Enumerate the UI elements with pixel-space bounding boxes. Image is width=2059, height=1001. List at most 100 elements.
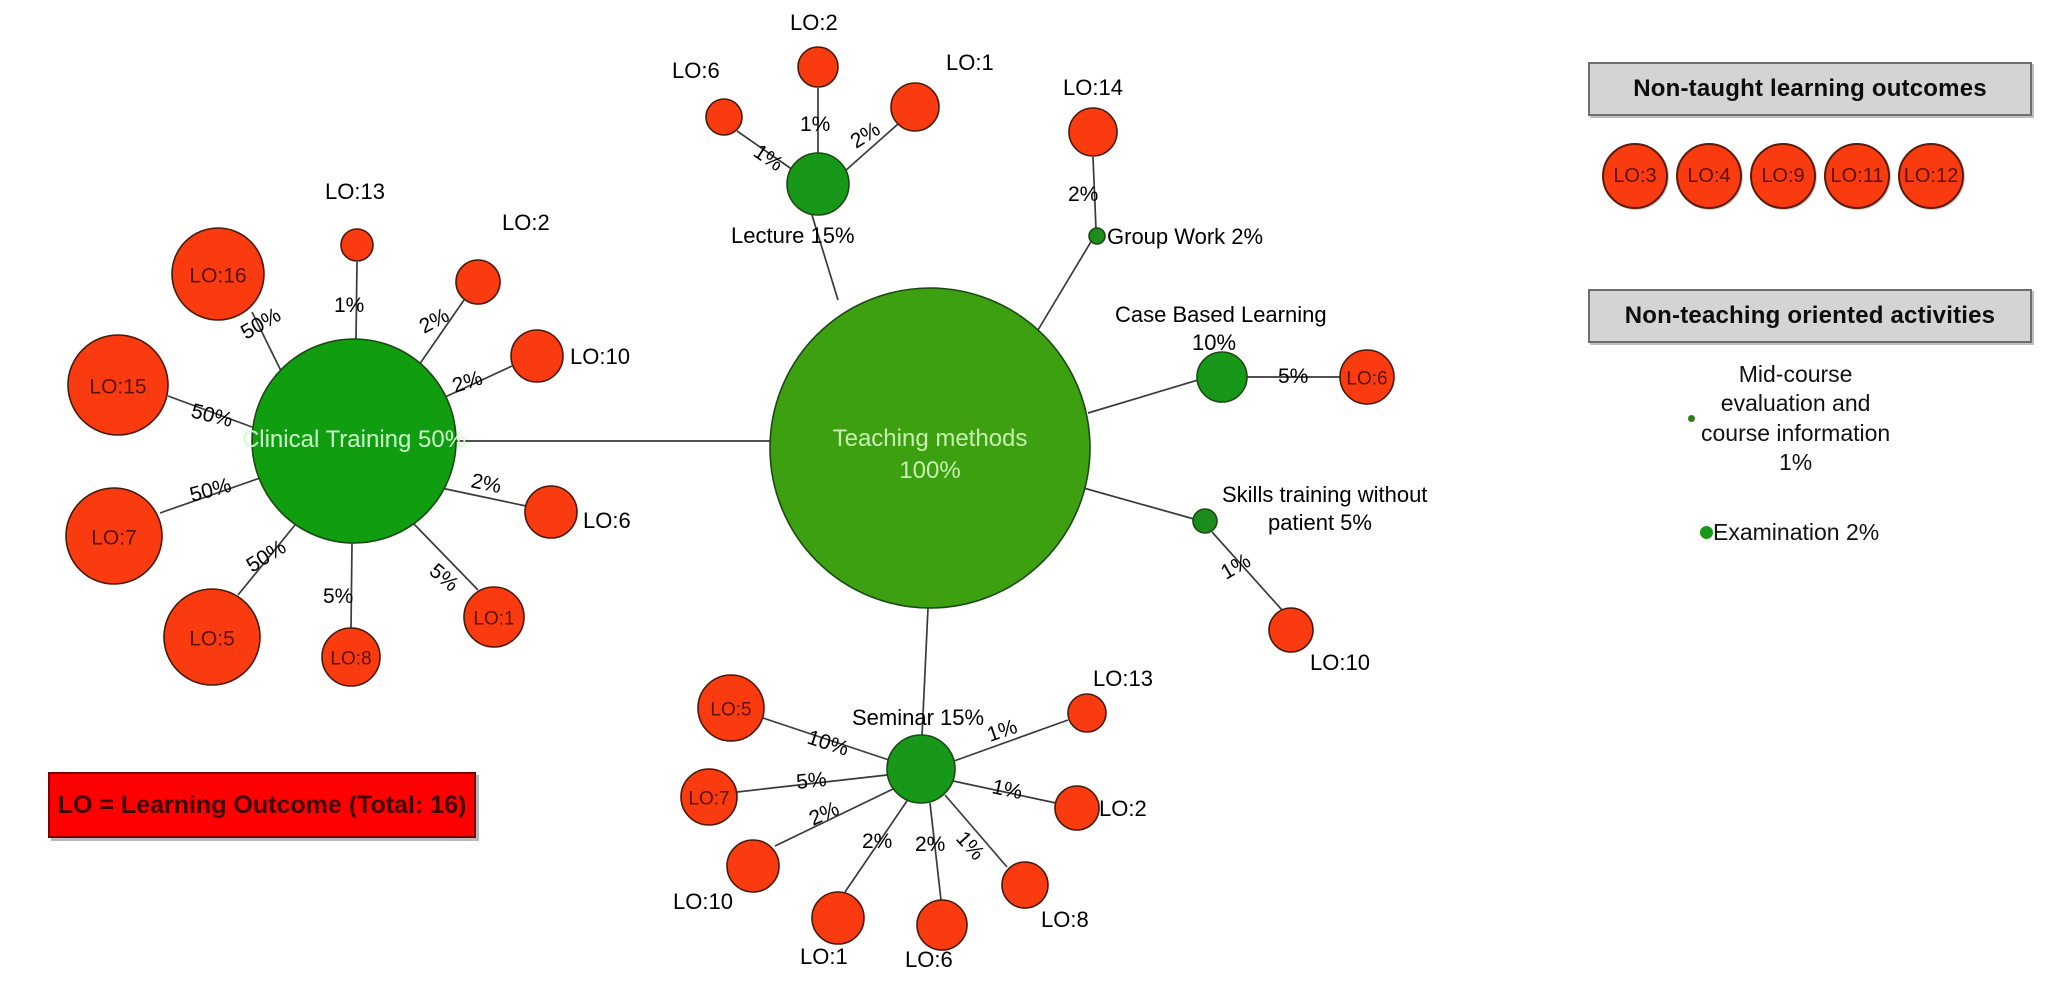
lo-outer-label-skills-lo10: LO:10 — [1310, 650, 1370, 675]
legend-learning-outcome: LO = Learning Outcome (Total: 16) — [48, 772, 476, 838]
non-taught-lo-12[interactable]: LO:12 — [1898, 143, 1964, 209]
lo-node-seminar-lo6[interactable] — [916, 899, 968, 951]
lo-outer-label-lo6: LO:6 — [583, 508, 631, 533]
non-taught-outcomes-row: LO:3 LO:4 LO:9 LO:11 LO:12 — [1602, 143, 1964, 209]
lo-outer-label-seminar-lo6: LO:6 — [905, 947, 953, 972]
panel-non-taught-header: Non-taught learning outcomes — [1588, 62, 2032, 116]
lo-node-clinical-lo15[interactable]: LO:15 — [67, 334, 169, 436]
node-seminar[interactable] — [886, 734, 956, 804]
lo-node-label: LO:7 — [688, 789, 729, 810]
panel-non-teaching-title: Non-teaching oriented activities — [1624, 302, 1996, 329]
lo-node-clinical-lo7[interactable]: LO:7 — [65, 487, 163, 585]
non-taught-lo-11[interactable]: LO:11 — [1824, 143, 1890, 209]
activity-mid-course-evaluation[interactable]: Mid-course evaluation and course informa… — [1688, 360, 1890, 478]
lo-node-groupwork-lo14[interactable] — [1068, 107, 1118, 157]
lo-node-seminar-lo1[interactable] — [811, 891, 865, 945]
node-skills-training[interactable] — [1192, 508, 1218, 534]
lo-outer-label-lecture-lo2: LO:2 — [790, 10, 838, 35]
node-clinical-training[interactable]: Clinical Training 50% — [242, 338, 466, 544]
seminar-label: Seminar 15% — [852, 705, 984, 730]
lo-node-lecture-lo2[interactable] — [797, 46, 839, 88]
lo-node-lecture-lo6[interactable] — [705, 98, 743, 136]
pct-seminar-lo13: 1% — [984, 715, 1020, 747]
edge-clinical-lo6 — [440, 487, 527, 507]
edge-clinical-lo1 — [413, 523, 479, 591]
activity-examination[interactable]: Examination 2% — [1700, 518, 1879, 547]
lo-node-clinical-lo8[interactable]: LO:8 — [321, 627, 381, 687]
lo-outer-label-seminar-lo13: LO:13 — [1093, 666, 1153, 691]
pct-cbl-lo6: 5% — [1278, 365, 1308, 388]
edge-seminar-lo13 — [953, 719, 1069, 762]
lo-node-label: LO:1 — [473, 609, 514, 630]
activity-line-1: Mid-course — [1738, 361, 1853, 387]
pct-seminar-lo6: 2% — [915, 833, 945, 856]
lo-outer-label-lo13: LO:13 — [325, 179, 385, 204]
panel-non-teaching-header: Non-teaching oriented activities — [1588, 289, 2032, 343]
pct-groupwork-lo14: 2% — [1068, 183, 1098, 206]
edge-lecture-lo1 — [844, 123, 899, 172]
nt-label: LO:9 — [1761, 164, 1805, 187]
node-case-based-learning[interactable] — [1196, 351, 1248, 403]
edge-seminar-lo7 — [736, 774, 888, 793]
lo-node-seminar-lo5[interactable]: LO:5 — [697, 674, 765, 742]
pct-seminar-lo8: 1% — [951, 827, 988, 865]
lo-node-clinical-lo2[interactable] — [455, 259, 501, 305]
pct-lecture-lo2: 1% — [800, 113, 830, 136]
edge-skills-lo10 — [1211, 531, 1283, 611]
edge-clinical-lo10 — [442, 365, 513, 399]
lo-node-clinical-lo10[interactable] — [510, 329, 564, 383]
lo-node-cbl-lo6[interactable]: LO:6 — [1339, 349, 1395, 405]
node-group-work[interactable] — [1088, 227, 1106, 245]
nt-label: LO:3 — [1613, 164, 1657, 187]
teaching-methods-label-line1: Teaching methods — [833, 425, 1028, 452]
pct-lecture-lo6: 1% — [749, 140, 787, 176]
lo-node-clinical-lo13[interactable] — [340, 228, 374, 262]
lo-node-skills-lo10[interactable] — [1268, 607, 1314, 653]
activity-mid-course-text: Mid-course evaluation and course informa… — [1701, 360, 1890, 478]
lo-outer-label-lo2: LO:2 — [502, 210, 550, 235]
lo-node-label: LO:5 — [189, 628, 235, 651]
case-based-learning-label-line2: 10% — [1192, 330, 1236, 355]
pct-clinical-lo15: 50% — [189, 400, 235, 432]
non-taught-lo-3[interactable]: LO:3 — [1602, 143, 1668, 209]
lo-node-lecture-lo1[interactable] — [890, 82, 940, 132]
lo-node-clinical-lo1[interactable]: LO:1 — [463, 586, 525, 648]
edge-clinical-lo2 — [418, 299, 465, 366]
lo-node-label: LO:16 — [189, 265, 246, 288]
node-teaching-methods[interactable]: Teaching methods 100% — [769, 287, 1091, 609]
case-based-learning-label-line1: Case Based Learning — [1115, 302, 1327, 327]
edge-clinical-lo7 — [159, 477, 261, 514]
node-lecture[interactable] — [786, 152, 850, 216]
edge-seminar-lo10 — [774, 788, 894, 847]
lo-node-clinical-lo5[interactable]: LO:5 — [163, 588, 261, 686]
lo-outer-label-lecture-lo6: LO:6 — [672, 58, 720, 83]
edge-clinical-lo5 — [237, 524, 296, 596]
pct-clinical-lo10: 2% — [449, 366, 485, 397]
lo-outer-label-seminar-lo1: LO:1 — [800, 944, 848, 969]
edge-clinical-lo13 — [355, 261, 358, 340]
teaching-methods-label-line2: 100% — [899, 457, 960, 484]
pct-clinical-lo8: 5% — [323, 585, 353, 608]
lo-node-seminar-lo13[interactable] — [1067, 693, 1107, 733]
lo-node-seminar-lo8[interactable] — [1001, 861, 1049, 909]
lo-node-seminar-lo2[interactable] — [1054, 785, 1100, 831]
lo-node-clinical-lo6[interactable] — [524, 485, 578, 539]
edge-groupwork-lo14 — [1092, 156, 1097, 230]
edge-clinical-lo8 — [350, 542, 353, 630]
nt-label: LO:11 — [1830, 164, 1884, 187]
group-work-label: Group Work 2% — [1107, 224, 1263, 249]
edges-layer — [159, 88, 1340, 901]
pct-skills-lo10: 1% — [1217, 549, 1255, 584]
non-taught-lo-4[interactable]: LO:4 — [1676, 143, 1742, 209]
lo-node-seminar-lo7[interactable]: LO:7 — [680, 768, 738, 826]
nt-label: LO:12 — [1903, 164, 1959, 187]
lo-outer-label-seminar-lo8: LO:8 — [1041, 907, 1089, 932]
lo-outer-label-seminar-lo2: LO:2 — [1099, 796, 1147, 821]
green-dot-icon — [1688, 415, 1695, 423]
lo-node-clinical-lo16[interactable]: LO:16 — [171, 227, 265, 321]
pct-clinical-lo2: 2% — [416, 304, 454, 339]
lo-node-seminar-lo10[interactable] — [726, 839, 780, 893]
clinical-training-label: Clinical Training 50% — [242, 426, 466, 453]
non-taught-lo-9[interactable]: LO:9 — [1750, 143, 1816, 209]
